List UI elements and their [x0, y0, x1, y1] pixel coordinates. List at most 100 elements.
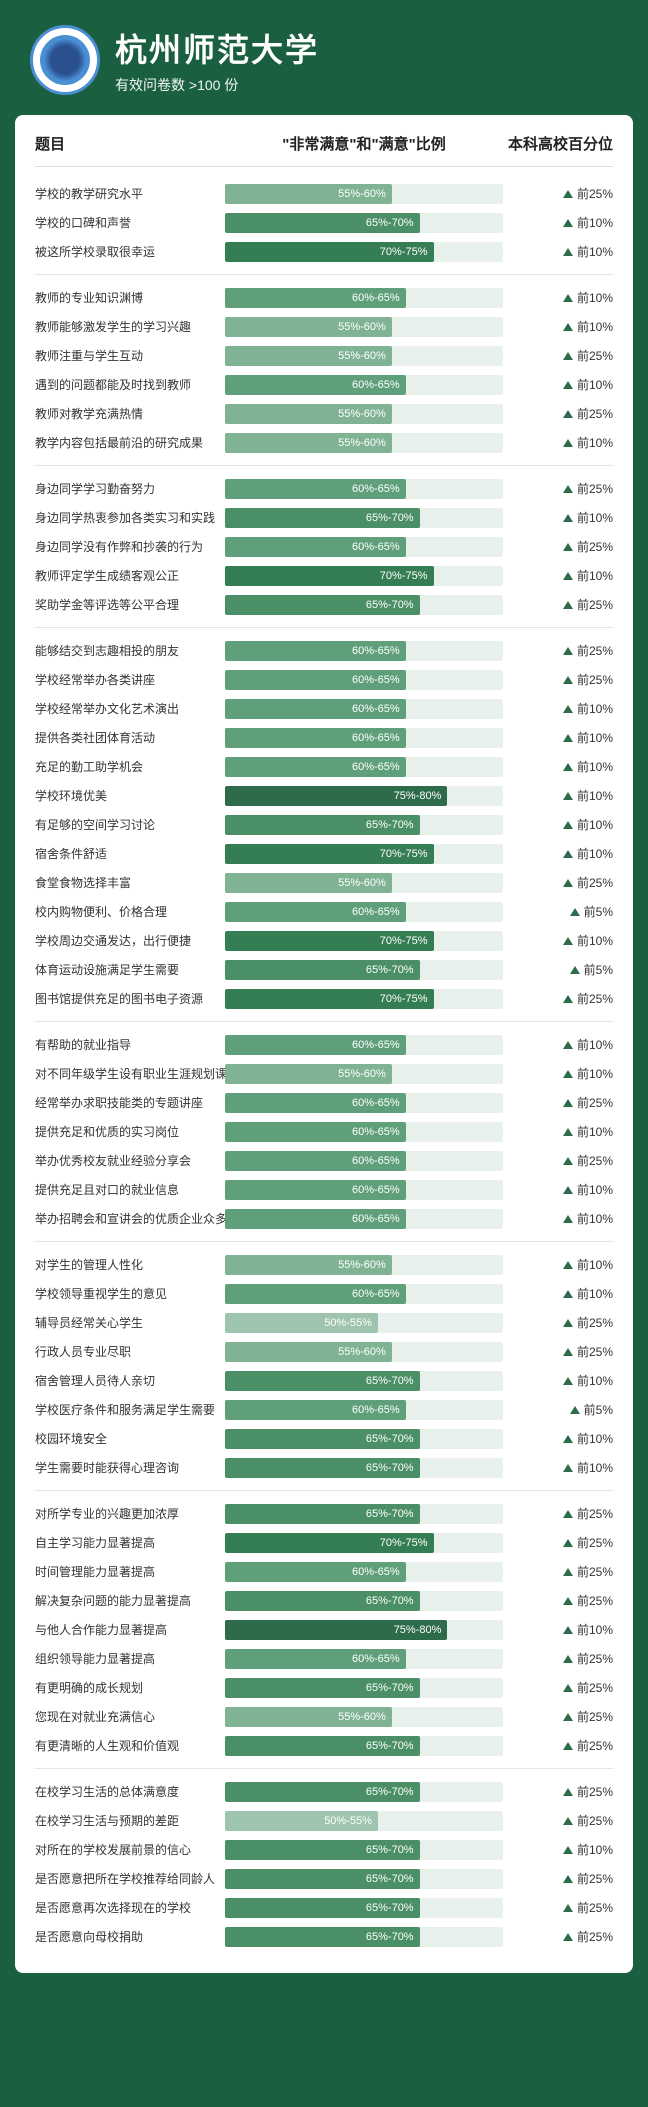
bar-track: 60%-65% [225, 902, 503, 922]
bar-fill: 60%-65% [225, 902, 406, 922]
percentile-cell: 前25% [503, 1592, 613, 1609]
percentile-text: 前25% [577, 1708, 613, 1725]
percentile-cell: 前25% [503, 1650, 613, 1667]
percentile-cell: 前5% [503, 903, 613, 920]
question-text: 学校医疗条件和服务满足学生需要 [35, 1401, 225, 1418]
bar-fill: 50%-55% [225, 1811, 378, 1831]
question-text: 在校学习生活与预期的差距 [35, 1812, 225, 1829]
question-text: 学校周边交通发达，出行便捷 [35, 932, 225, 949]
question-group: 对学生的管理人性化55%-60%前10%学校领导重视学生的意见60%-65%前1… [35, 1241, 613, 1486]
up-triangle-icon [563, 705, 573, 713]
percentile-cell: 前25% [503, 1737, 613, 1754]
bar-track: 65%-70% [225, 1458, 503, 1478]
survey-row: 在校学习生活的总体满意度65%-70% 前25% [35, 1777, 613, 1806]
survey-row: 举办优秀校友就业经验分享会60%-65%前25% [35, 1146, 613, 1175]
survey-row: 提供充足且对口的就业信息60%-65%前10% [35, 1175, 613, 1204]
question-text: 有更清晰的人生观和价值观 [35, 1737, 225, 1754]
bar-track: 65%-70% [225, 960, 503, 980]
bar-fill: 60%-65% [225, 1180, 406, 1200]
up-triangle-icon [563, 1377, 573, 1385]
bar-track: 60%-65% [225, 1035, 503, 1055]
percentile-cell: 前10% [503, 243, 613, 260]
percentile-cell: 前25% [503, 1314, 613, 1331]
bar-fill: 70%-75% [225, 989, 434, 1009]
up-triangle-icon [570, 1406, 580, 1414]
bar-fill: 55%-60% [225, 317, 392, 337]
up-triangle-icon [563, 601, 573, 609]
question-text: 在校学习生活的总体满意度 [35, 1783, 225, 1800]
question-group: 身边同学学习勤奋努力60%-65%前25%身边同学热衷参加各类实习和实践65%-… [35, 465, 613, 623]
percentile-cell: 前25% [503, 990, 613, 1007]
survey-row: 对所在的学校发展前景的信心65%-70%前10% [35, 1835, 613, 1864]
bar-track: 60%-65% [225, 375, 503, 395]
bar-track: 70%-75% [225, 844, 503, 864]
bar-fill: 60%-65% [225, 1209, 406, 1229]
percentile-cell: 前25% [503, 538, 613, 555]
up-triangle-icon [563, 1464, 573, 1472]
up-triangle-icon [563, 1186, 573, 1194]
bar-track: 65%-70% [225, 1591, 503, 1611]
question-group: 对所学专业的兴趣更加浓厚65%-70%前25%自主学习能力显著提高70%-75%… [35, 1490, 613, 1764]
bar-track: 65%-70% [225, 1504, 503, 1524]
bar-fill: 65%-70% [225, 1504, 420, 1524]
bar-fill: 75%-80% [225, 1620, 447, 1640]
question-group: 学校的教学研究水平55%-60%前25%学校的口碑和声誉65%-70%前10%被… [35, 175, 613, 270]
bar-fill: 65%-70% [225, 1678, 420, 1698]
percentile-text: 前10% [577, 845, 613, 862]
question-text: 与他人合作能力显著提高 [35, 1621, 225, 1638]
percentile-cell: 前10% [503, 1459, 613, 1476]
percentile-cell: 前25% [503, 1094, 613, 1111]
survey-count: 有效问卷数 >100 份 [115, 75, 319, 95]
survey-row: 身边同学没有作弊和抄袭的行为60%-65%前25% [35, 532, 613, 561]
percentile-text: 前5% [584, 1401, 613, 1418]
survey-row: 学校的口碑和声誉65%-70%前10% [35, 208, 613, 237]
question-text: 自主学习能力显著提高 [35, 1534, 225, 1551]
percentile-cell: 前10% [503, 1372, 613, 1389]
bar-track: 65%-70% [225, 1429, 503, 1449]
bar-fill: 60%-65% [225, 1284, 406, 1304]
bar-fill: 65%-70% [225, 1591, 420, 1611]
survey-row: 组织领导能力显著提高60%-65%前25% [35, 1644, 613, 1673]
question-text: 提供各类社团体育活动 [35, 729, 225, 746]
percentile-cell: 前25% [503, 1899, 613, 1916]
percentile-text: 前25% [577, 1783, 613, 1800]
percentile-text: 前25% [577, 1812, 613, 1829]
bar-fill: 65%-70% [225, 1898, 420, 1918]
percentile-text: 前10% [577, 1621, 613, 1638]
question-text: 被这所学校录取很幸运 [35, 243, 225, 260]
bar-track: 60%-65% [225, 1562, 503, 1582]
up-triangle-icon [563, 219, 573, 227]
percentile-cell: 前25% [503, 405, 613, 422]
survey-row: 有帮助的就业指导60%-65%前10% [35, 1030, 613, 1059]
question-text: 校园环境安全 [35, 1430, 225, 1447]
bar-fill: 55%-60% [225, 346, 392, 366]
up-triangle-icon [563, 1684, 573, 1692]
question-text: 对所学专业的兴趣更加浓厚 [35, 1505, 225, 1522]
survey-row: 辅导员经常关心学生50%-55%前25% [35, 1308, 613, 1337]
question-text: 学生需要时能获得心理咨询 [35, 1459, 225, 1476]
question-text: 辅导员经常关心学生 [35, 1314, 225, 1331]
percentile-cell: 前10% [503, 376, 613, 393]
percentile-cell: 前25% [503, 1534, 613, 1551]
survey-row: 学生需要时能获得心理咨询65%-70%前10% [35, 1453, 613, 1482]
question-text: 学校的教学研究水平 [35, 185, 225, 202]
percentile-text: 前10% [577, 318, 613, 335]
bar-track: 60%-65% [225, 670, 503, 690]
percentile-text: 前25% [577, 185, 613, 202]
up-triangle-icon [563, 1539, 573, 1547]
question-text: 经常举办求职技能类的专题讲座 [35, 1094, 225, 1111]
bar-track: 55%-60% [225, 873, 503, 893]
bar-fill: 60%-65% [225, 757, 406, 777]
question-text: 教师注重与学生互动 [35, 347, 225, 364]
bar-fill: 55%-60% [225, 1342, 392, 1362]
percentile-cell: 前10% [503, 729, 613, 746]
percentile-cell: 前10% [503, 1841, 613, 1858]
question-text: 教学内容包括最前沿的研究成果 [35, 434, 225, 451]
bar-track: 70%-75% [225, 989, 503, 1009]
bar-fill: 65%-70% [225, 1782, 420, 1802]
table-header: 题目 "非常满意"和"满意"比例 本科高校百分位 [35, 133, 613, 167]
percentile-cell: 前25% [503, 185, 613, 202]
bar-track: 55%-60% [225, 433, 503, 453]
bar-track: 60%-65% [225, 757, 503, 777]
percentile-cell: 前25% [503, 480, 613, 497]
